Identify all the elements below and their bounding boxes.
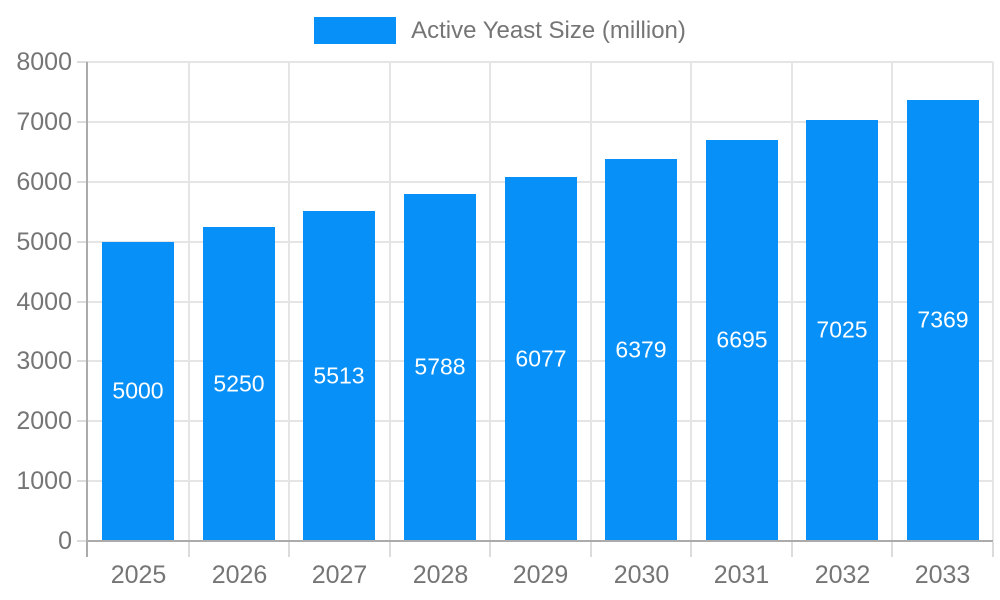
x-axis-label: 2032	[814, 561, 871, 589]
bar-value-label: 6379	[615, 336, 667, 362]
x-axis-label: 2033	[914, 561, 971, 589]
y-axis-label: 0	[58, 527, 72, 555]
gridline-vertical	[288, 62, 290, 541]
y-axis-label: 8000	[16, 48, 72, 76]
legend-label: Active Yeast Size (million)	[411, 17, 686, 44]
x-axis-tick	[690, 542, 692, 557]
x-axis-label: 2029	[512, 561, 569, 589]
y-axis-line	[86, 62, 88, 543]
y-axis-tick	[77, 360, 88, 362]
y-axis-label: 1000	[16, 467, 72, 495]
y-axis-label: 5000	[16, 228, 72, 256]
legend-swatch	[314, 17, 397, 44]
y-axis-label: 7000	[16, 108, 72, 136]
bar: 6379	[605, 159, 677, 540]
bar: 7025	[806, 120, 878, 540]
x-axis-tick	[288, 542, 290, 557]
y-axis-tick	[77, 61, 88, 63]
bar: 5513	[303, 211, 375, 540]
bar-value-label: 5788	[414, 353, 466, 380]
x-axis-label: 2028	[412, 561, 469, 589]
legend: Active Yeast Size (million)	[0, 17, 1000, 44]
y-axis-tick	[77, 181, 88, 183]
bar: 5000	[102, 242, 174, 540]
gridline-vertical	[188, 62, 190, 541]
x-axis-label: 2030	[613, 561, 670, 589]
gridline-vertical	[590, 62, 592, 541]
x-axis-tick	[590, 542, 592, 557]
x-axis-label: 2027	[311, 561, 368, 589]
bar: 5250	[203, 227, 275, 540]
bar-value-label: 6695	[716, 326, 768, 353]
x-axis-label: 2031	[713, 561, 770, 589]
bar-value-label: 5513	[313, 362, 365, 388]
x-axis-label: 2026	[211, 561, 268, 589]
y-axis-label: 2000	[16, 407, 72, 435]
gridline-vertical	[891, 62, 893, 541]
x-axis-tick	[389, 542, 391, 557]
bar-value-label: 7369	[917, 306, 969, 333]
gridline-vertical	[690, 62, 692, 541]
y-axis-label: 3000	[16, 347, 72, 375]
y-axis-tick	[77, 121, 88, 123]
x-axis-tick	[891, 542, 893, 557]
y-axis-tick	[77, 241, 88, 243]
gridline-vertical	[992, 62, 994, 541]
gridline-vertical	[389, 62, 391, 541]
gridline-vertical	[489, 62, 491, 541]
bar-value-label: 5000	[112, 377, 164, 404]
bar-value-label: 5250	[213, 370, 265, 396]
y-axis-tick	[77, 420, 88, 422]
y-axis-tick	[77, 301, 88, 303]
gridline-horizontal	[88, 61, 993, 63]
x-axis-tick	[86, 542, 88, 557]
y-axis-tick	[77, 540, 88, 542]
bar-value-label: 6077	[515, 345, 567, 371]
bar-value-label: 7025	[816, 316, 868, 343]
y-axis-label: 6000	[16, 168, 72, 196]
bar: 7369	[907, 100, 979, 540]
bar: 5788	[404, 194, 476, 540]
x-axis-tick	[188, 542, 190, 557]
x-axis-tick	[992, 542, 994, 557]
gridline-vertical	[791, 62, 793, 541]
x-axis-line	[86, 540, 993, 542]
x-axis-tick	[489, 542, 491, 557]
x-axis-tick	[791, 542, 793, 557]
y-axis-tick	[77, 480, 88, 482]
x-axis-label: 2025	[110, 561, 167, 589]
gridline-horizontal	[88, 121, 993, 123]
bar: 6077	[505, 177, 577, 540]
y-axis-label: 4000	[16, 288, 72, 316]
bar: 6695	[706, 140, 778, 540]
